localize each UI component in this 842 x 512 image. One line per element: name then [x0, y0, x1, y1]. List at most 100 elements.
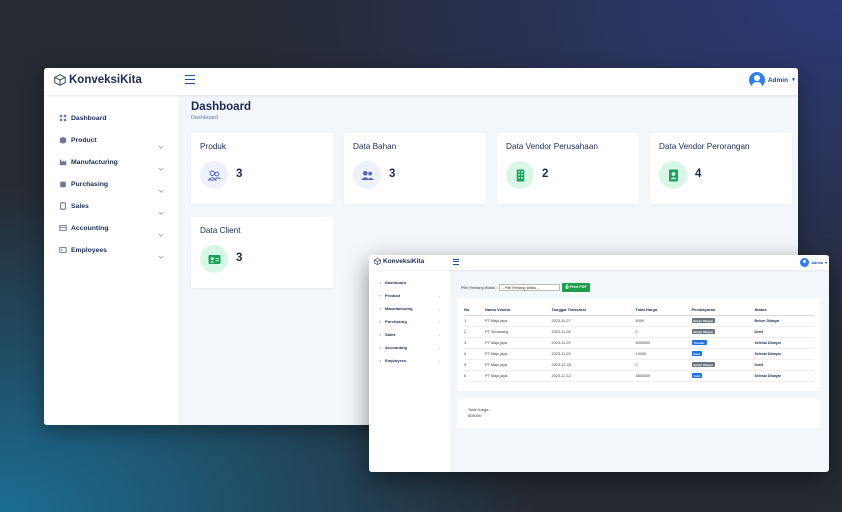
- stat-card-value: 3: [236, 168, 243, 180]
- sidebar-item-label: Sales: [385, 332, 396, 337]
- cell-date: 2023-12-12: [551, 370, 636, 382]
- sidebar-item-label: Dashboard: [385, 280, 406, 285]
- date-range-select[interactable]: -- Pilih Rentang Waktu --: [499, 284, 561, 291]
- cell-payment: Cash: [691, 370, 755, 382]
- sidebar-item-sales[interactable]: Sales: [44, 195, 178, 217]
- payment-badge: Transfer: [691, 340, 707, 345]
- transactions-table-card: No Nama Vendor Tanggal Transaksi Total Harg…: [458, 298, 820, 391]
- sidebar-item-dashboard[interactable]: ▪ Dashboard: [369, 276, 450, 289]
- sidebar-item-dashboard[interactable]: Dashboard: [44, 107, 178, 129]
- purchasing-report-window: KonveksiKita Admin ▾ ▪ Dashboard ▪ Product ⌄…: [369, 255, 829, 472]
- stat-card-value: 3: [236, 252, 243, 264]
- stat-card-produk[interactable]: Produk 3: [191, 133, 333, 204]
- sidebar-item-purchasing[interactable]: ▪ Purchasing ⌄: [369, 315, 450, 328]
- stat-card-title: Produk: [200, 142, 226, 151]
- cell-no: 1: [464, 315, 485, 327]
- print-pdf-button[interactable]: ⎙ Print PDF: [562, 283, 590, 292]
- brand-logo[interactable]: KonveksiKita: [374, 258, 424, 265]
- sidebar-item-employees[interactable]: ▪ Employees ⌄: [369, 354, 450, 367]
- cell-vendor: PT Maju jaya: [485, 348, 552, 360]
- sidebar-item-label: Dashboard: [71, 114, 107, 122]
- chevron-down-icon: ⌄: [438, 293, 441, 298]
- sidebar-item-manufacturing[interactable]: ▪ Manufacturing ⌄: [369, 302, 450, 315]
- cell-status: Draft: [754, 359, 814, 371]
- brand-logo[interactable]: KonveksiKita: [54, 74, 142, 86]
- box-logo-icon: [374, 258, 381, 265]
- sidebar-item-label: Manufacturing: [385, 306, 413, 311]
- user-name: Admin: [767, 76, 789, 84]
- cell-vendor: PT Maju jaya: [485, 315, 552, 327]
- stat-card-data-bahan[interactable]: Data Bahan 3: [344, 133, 486, 204]
- stat-card-title: Data Vendor Perorangan: [659, 142, 750, 151]
- chevron-down-icon: ⌄: [438, 332, 441, 337]
- cell-date: 2023-12-03: [551, 359, 636, 371]
- stat-card-title: Data Client: [200, 226, 241, 235]
- table-row: 5 PT Maju jaya 2023-12-03 0 Belum Dibayar Dra…: [464, 359, 814, 371]
- users-icon: [353, 161, 381, 189]
- status-text: Draft: [754, 329, 763, 334]
- cell-total: 5000: [635, 315, 692, 327]
- chevron-down-icon: [158, 137, 164, 149]
- sidebar-item-accounting[interactable]: Accounting: [44, 217, 178, 239]
- column-header[interactable]: Pembayaran: [691, 305, 755, 316]
- cell-no: 4: [464, 348, 485, 360]
- stat-card-data-vendor-perorangan[interactable]: Data Vendor Perorangan 4: [650, 133, 792, 204]
- factory-icon: [59, 158, 67, 166]
- sidebar-item-manufacturing[interactable]: Manufacturing: [44, 151, 178, 173]
- stat-card-data-vendor-perusahaan[interactable]: Data Vendor Perusahaan 2: [497, 133, 639, 204]
- print-pdf-label: Print PDF: [569, 285, 587, 289]
- cell-payment: Belum Dibayar: [691, 315, 755, 327]
- cell-status: Draft: [754, 326, 814, 338]
- column-header[interactable]: Status: [754, 305, 814, 316]
- menu-toggle-icon[interactable]: [453, 259, 459, 265]
- stat-card-title: Data Bahan: [353, 142, 397, 151]
- page-title: Dashboard: [191, 101, 252, 113]
- stat-card-data-client[interactable]: Data Client 3: [191, 217, 333, 288]
- person-badge-icon: [659, 161, 687, 189]
- transactions-table: No Nama Vendor Tanggal Transaksi Total Harg…: [464, 305, 814, 382]
- sidebar-item-product[interactable]: ▪ Product ⌄: [369, 289, 450, 302]
- avatar: [748, 72, 765, 88]
- table-row: 1 PT Maju jaya 2023-11-27 5000 Belum Dibayar…: [464, 315, 814, 327]
- chevron-down-icon: [158, 181, 164, 193]
- breadcrumb[interactable]: Dashboard: [191, 115, 218, 121]
- sidebar-item-employees[interactable]: Employees: [44, 239, 178, 261]
- chevron-down-icon: [158, 203, 164, 215]
- menu-item-icon: ▪: [379, 345, 382, 350]
- payment-badge: Cash: [691, 373, 703, 378]
- cell-status: Selesai Dibayar: [754, 370, 814, 382]
- table-row: 3 PT Maju jaya 2023-11-29 5000000 Transfer Se…: [464, 337, 814, 349]
- user-menu[interactable]: Admin ▼: [748, 72, 796, 88]
- sidebar-item-sales[interactable]: ▪ Sales ⌄: [369, 328, 450, 341]
- dashboard-icon: [59, 114, 67, 122]
- column-header[interactable]: No: [464, 305, 485, 316]
- status-text: Selesai Dibayar: [754, 340, 782, 345]
- cell-payment: Belum Dibayar: [691, 359, 755, 371]
- sidebar-item-purchasing[interactable]: Purchasing: [44, 173, 178, 195]
- menu-toggle-icon[interactable]: [185, 75, 195, 85]
- cell-total: 3800000: [635, 370, 692, 382]
- top-navbar: KonveksiKita Admin ▾: [369, 255, 829, 270]
- stat-card-value: 3: [389, 168, 396, 180]
- cell-status: Belum Dibayar: [754, 315, 814, 327]
- sidebar-item-product[interactable]: Product: [44, 129, 178, 151]
- cell-date: 2023-11-29: [551, 348, 636, 360]
- status-text: Selesai Dibayar: [754, 373, 782, 378]
- stat-card-value: 4: [695, 168, 702, 180]
- sidebar-item-label: Employees: [385, 358, 407, 363]
- column-header[interactable]: Nama Vendor: [485, 305, 552, 316]
- ledger-icon: [59, 224, 67, 232]
- cell-no: 5: [464, 359, 485, 371]
- column-header[interactable]: Total Harga: [635, 305, 692, 316]
- sidebar-item-accounting[interactable]: ▪ Accounting ⌄: [369, 341, 450, 354]
- user-menu[interactable]: Admin ▾: [800, 258, 827, 267]
- bag-icon: [59, 202, 67, 210]
- avatar: [800, 258, 810, 267]
- column-header[interactable]: Tanggal Transaksi: [551, 305, 636, 316]
- cell-no: 6: [464, 370, 485, 382]
- chevron-down-icon: [158, 225, 164, 237]
- box-icon: [59, 136, 67, 144]
- cell-no: 3: [464, 337, 485, 349]
- payment-badge: Belum Dibayar: [691, 318, 716, 323]
- sidebar: ▪ Dashboard ▪ Product ⌄ ▪ Manufacturing ⌄ ▪ Purch…: [369, 270, 450, 472]
